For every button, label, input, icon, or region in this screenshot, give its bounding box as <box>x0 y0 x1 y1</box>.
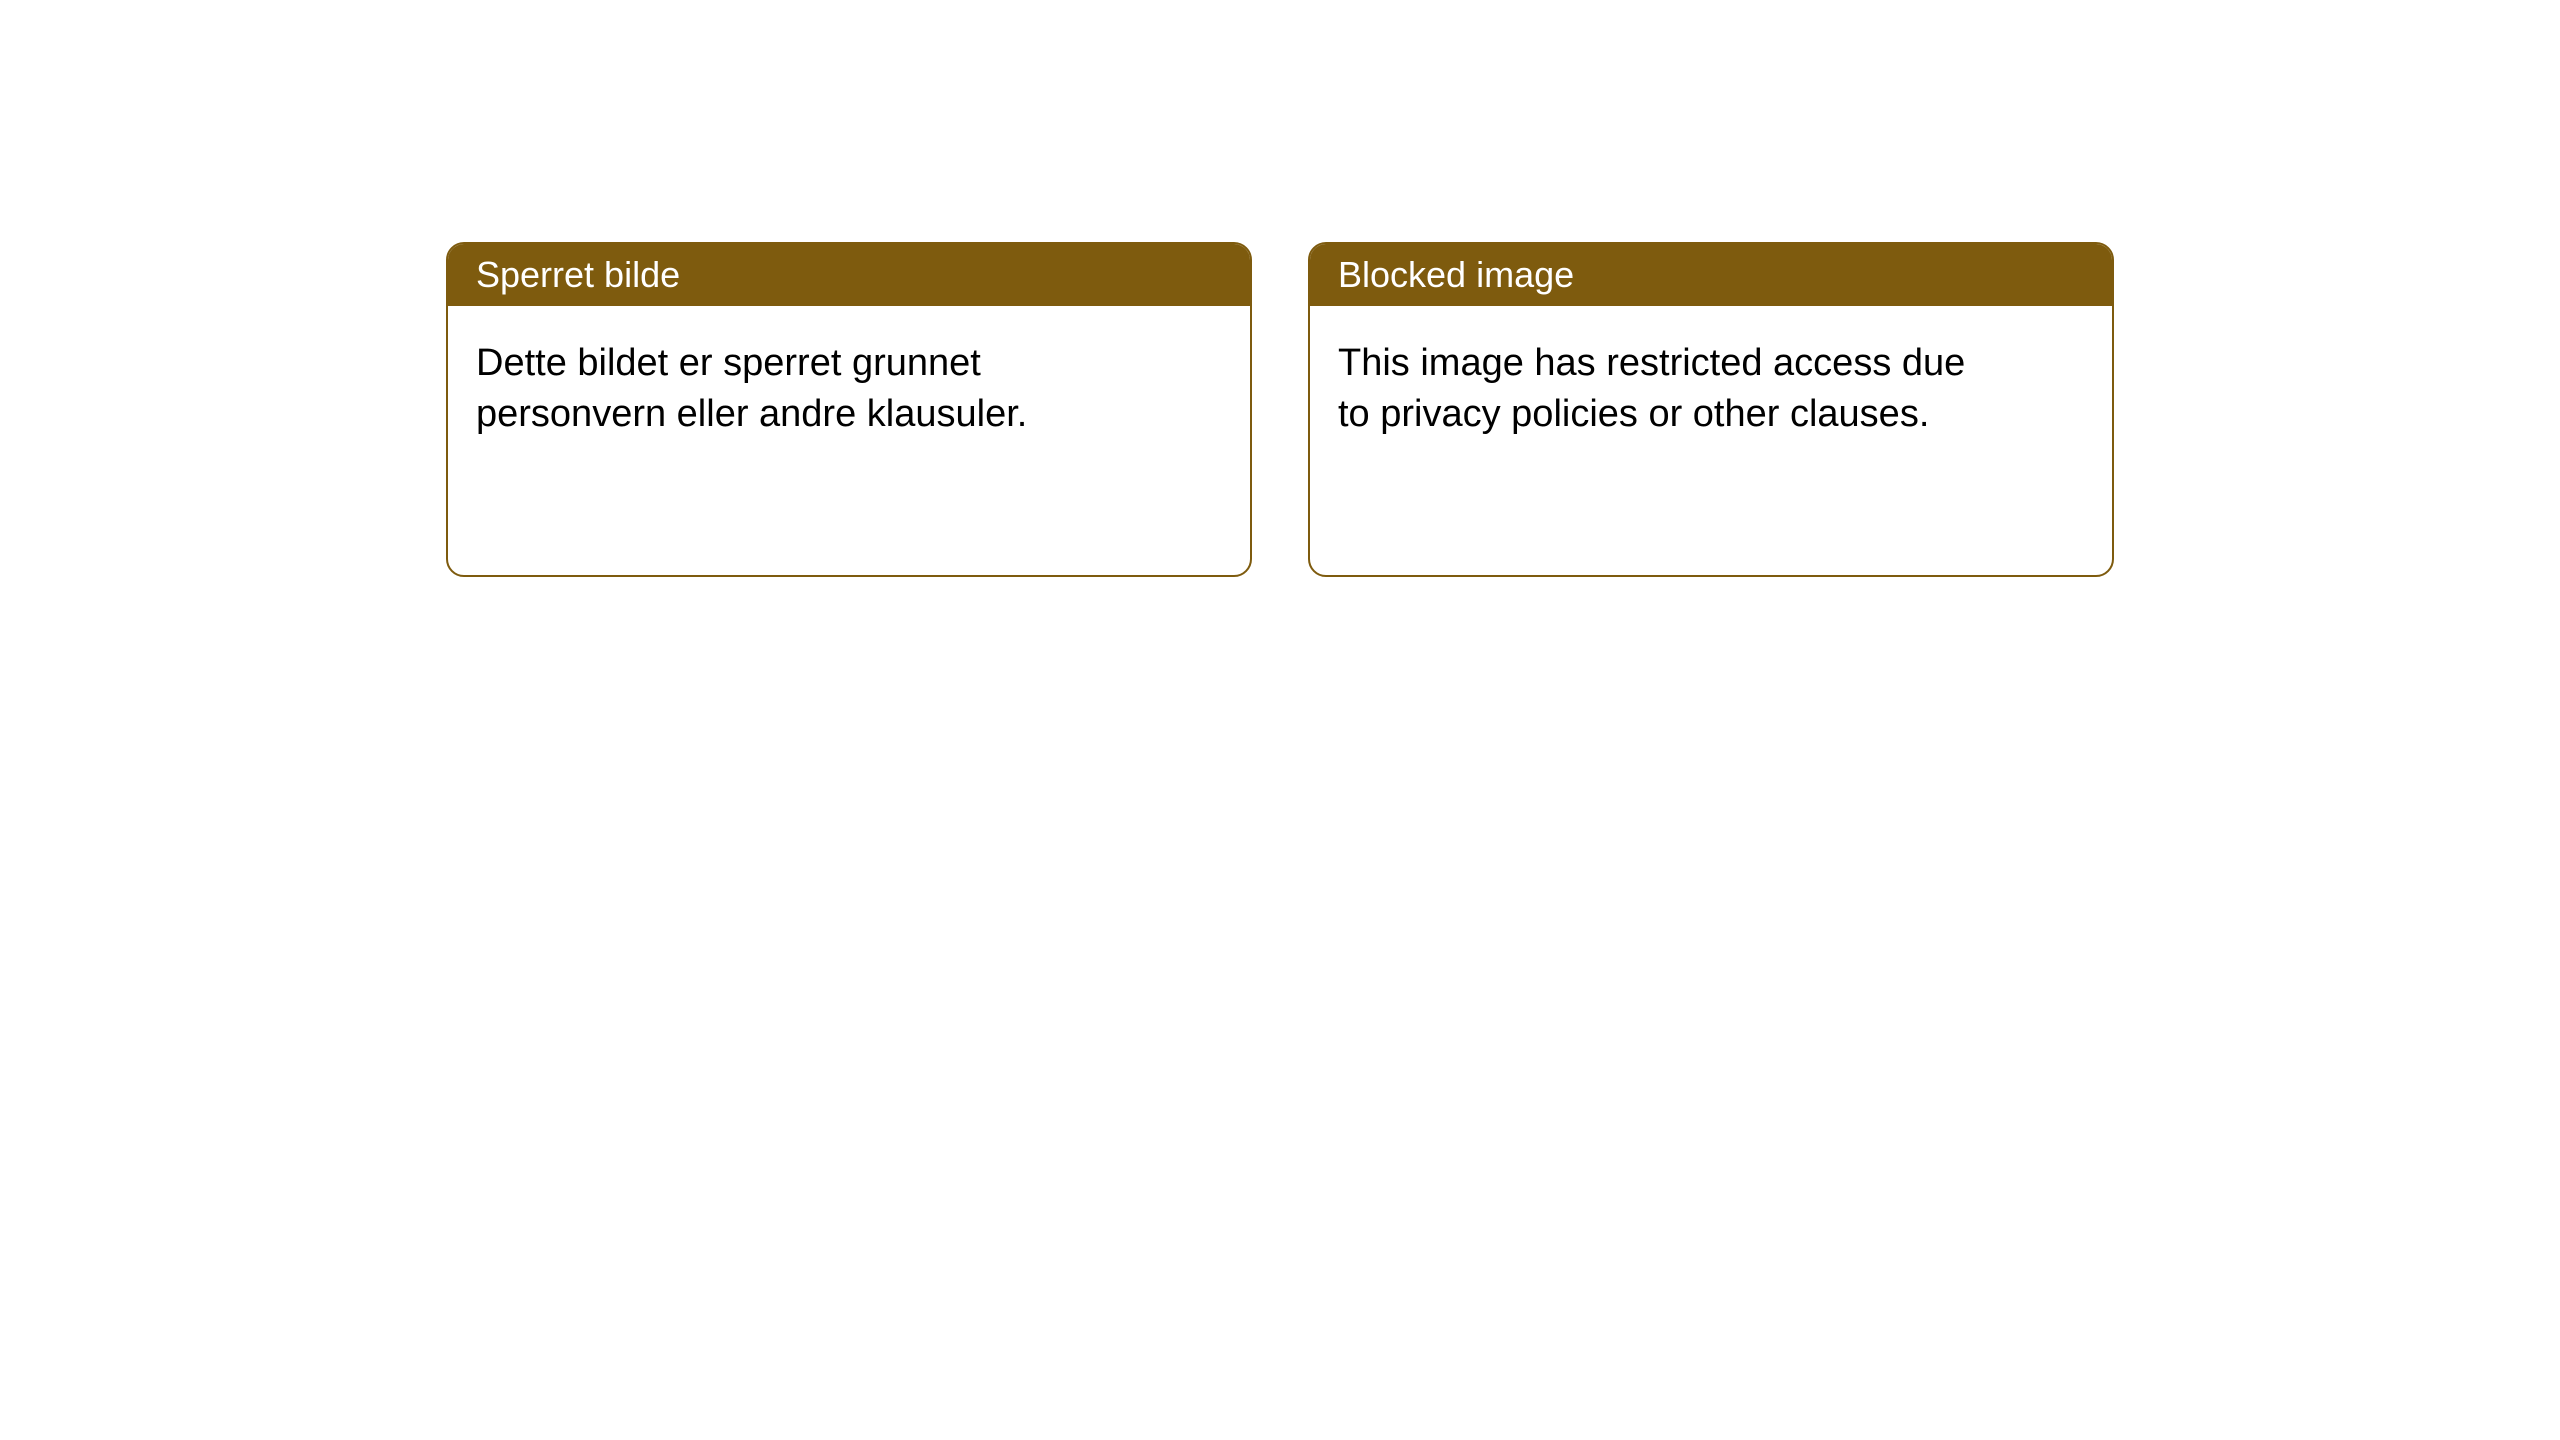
card-body-text: This image has restricted access due to … <box>1338 342 1965 435</box>
card-body-text: Dette bildet er sperret grunnet personve… <box>476 342 1027 435</box>
card-body: This image has restricted access due to … <box>1310 306 2010 473</box>
cards-container: Sperret bilde Dette bildet er sperret gr… <box>446 242 2114 577</box>
card-header: Blocked image <box>1310 244 2112 306</box>
card-header: Sperret bilde <box>448 244 1250 306</box>
info-card-english: Blocked image This image has restricted … <box>1308 242 2114 577</box>
info-card-norwegian: Sperret bilde Dette bildet er sperret gr… <box>446 242 1252 577</box>
card-title: Sperret bilde <box>476 254 680 295</box>
card-body: Dette bildet er sperret grunnet personve… <box>448 306 1148 473</box>
card-title: Blocked image <box>1338 254 1574 295</box>
